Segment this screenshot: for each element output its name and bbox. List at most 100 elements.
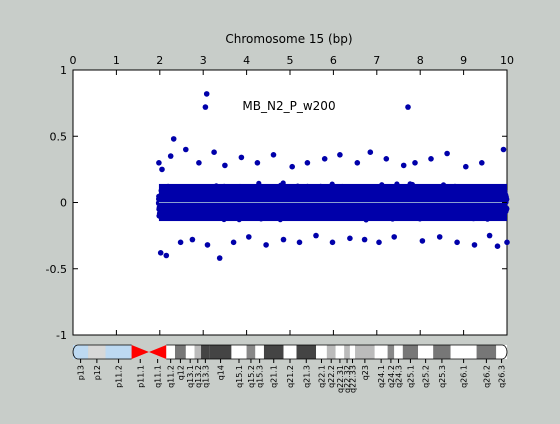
band-label: p12	[93, 365, 102, 380]
data-point	[504, 239, 510, 246]
band-label: q26.1	[460, 365, 469, 388]
data-point	[211, 149, 217, 155]
ideogram-band	[316, 345, 327, 359]
band-label: q15.3	[256, 365, 265, 388]
data-point	[463, 163, 469, 170]
data-point	[159, 166, 165, 173]
ideogram-band	[174, 345, 186, 359]
band-label: q24.3	[395, 365, 404, 388]
data-point	[400, 162, 407, 169]
data-point	[254, 160, 261, 166]
band-label: q13.3	[201, 365, 210, 388]
band-label: q22.33	[348, 365, 357, 393]
band-label: p11.1	[136, 365, 145, 388]
data-point	[479, 160, 485, 166]
band-label: q23	[361, 365, 370, 380]
data-point	[412, 160, 418, 166]
data-point	[157, 250, 164, 256]
y-tick-label: -1	[56, 329, 67, 342]
data-point	[289, 163, 296, 170]
data-point	[391, 234, 398, 240]
band-label: p11.2	[115, 365, 124, 388]
x-axis-label: Chromosome 15 (bp)	[225, 32, 352, 46]
ideogram-cap-right	[501, 344, 508, 360]
data-point	[304, 160, 311, 166]
data-point	[170, 136, 177, 142]
data-point	[471, 242, 478, 248]
ideogram-band	[185, 345, 195, 359]
band-label: q13.2	[194, 365, 203, 388]
data-point	[167, 153, 174, 159]
x-tick-label: 7	[373, 54, 380, 67]
ideogram-band	[166, 345, 175, 359]
ideogram-band	[349, 345, 356, 359]
x-tick-label: 8	[417, 54, 424, 67]
x-tick-label: 0	[70, 54, 77, 67]
data-point	[321, 156, 328, 162]
ideogram: p13 p12 p11.2 p11.1 q11.1 q11.2 q12 q13.1q13.2q…	[72, 344, 508, 393]
band-label: q12	[176, 365, 185, 380]
band-label: p13	[77, 365, 86, 380]
data-point	[238, 154, 245, 161]
ideogram-outline	[78, 344, 502, 360]
ideogram-band	[326, 345, 336, 359]
data-point	[405, 104, 411, 110]
data-point	[337, 152, 343, 158]
ideogram-band	[394, 345, 403, 359]
y-tick-label: -0.5	[46, 263, 67, 276]
data-point	[454, 239, 460, 246]
band-label: q26.3	[498, 365, 507, 388]
data-point	[367, 149, 374, 155]
data-point	[222, 162, 228, 169]
data-point	[263, 242, 269, 248]
ideogram-band	[476, 345, 497, 359]
ideogram-cap-left	[72, 344, 79, 360]
x-tick-label: 2	[156, 54, 163, 67]
x-tick-label: 6	[330, 54, 337, 67]
x-tick-label: 9	[460, 54, 467, 67]
ideogram-band	[344, 345, 350, 359]
band-label: q24.1	[377, 365, 386, 388]
data-point	[354, 160, 361, 166]
band-label: q21.2	[286, 365, 295, 388]
data-point	[204, 242, 211, 248]
data-point	[202, 104, 209, 110]
band-label: q21.3	[302, 365, 311, 388]
data-point	[216, 255, 223, 261]
ideogram-band	[283, 345, 297, 359]
data-point	[196, 160, 202, 166]
y-tick-label: 1	[60, 64, 67, 77]
band-label: q11.2	[167, 365, 176, 388]
band-label: q24.2	[387, 365, 396, 388]
data-point	[280, 236, 287, 243]
band-label: q11.1	[154, 365, 163, 388]
data-point	[230, 239, 237, 246]
ideogram-band	[209, 345, 232, 359]
data-point	[376, 239, 382, 246]
data-point	[313, 232, 319, 239]
ideogram-band	[194, 345, 202, 359]
band-label: q25.3	[438, 365, 447, 388]
band-label: q26.2	[482, 365, 491, 388]
point-cloud	[155, 180, 510, 223]
ideogram-band	[335, 345, 345, 359]
ideogram-band	[231, 345, 247, 359]
band-label: q25.2	[422, 365, 431, 388]
ideogram-band	[255, 345, 264, 359]
ideogram-band	[433, 345, 451, 359]
centromere-band	[131, 345, 149, 359]
ideogram-band	[496, 345, 507, 359]
ideogram-band	[387, 345, 395, 359]
ideogram-band	[105, 345, 132, 359]
ideogram-band	[355, 345, 375, 359]
data-point	[163, 252, 170, 259]
ideogram-band	[450, 345, 477, 359]
x-tick-label: 3	[200, 54, 207, 67]
x-tick-label: 4	[243, 54, 250, 67]
band-label: q13.1	[186, 365, 195, 388]
band-label: q25.1	[406, 365, 415, 388]
ideogram-band	[296, 345, 317, 359]
data-point	[270, 152, 277, 158]
ideogram-band	[374, 345, 388, 359]
